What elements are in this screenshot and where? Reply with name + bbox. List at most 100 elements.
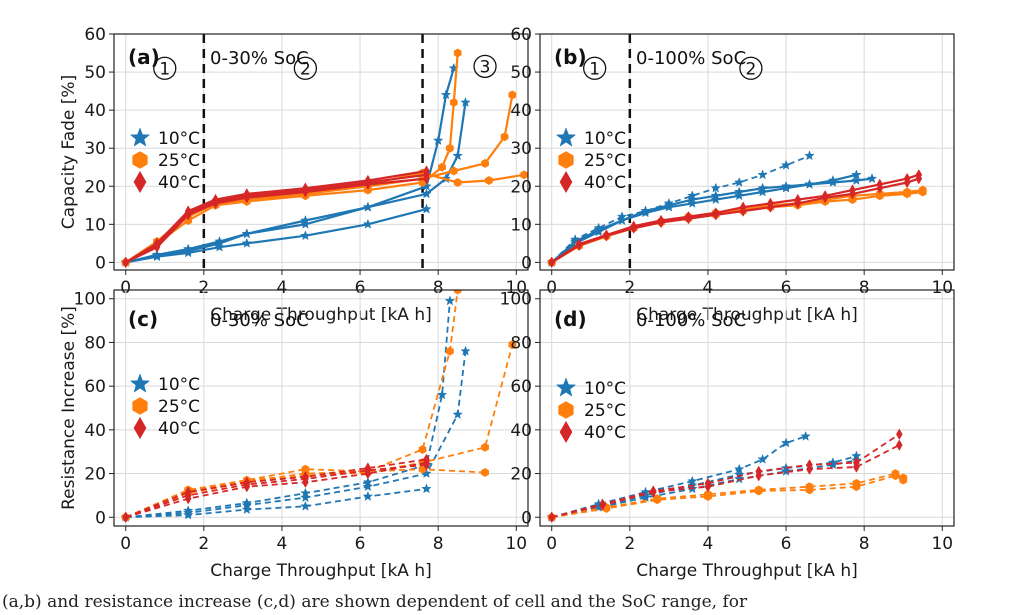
y-tick-label: 40: [84, 421, 106, 441]
x-tick-label: 8: [859, 534, 870, 554]
data-point: [755, 465, 762, 478]
data-point: [754, 485, 763, 495]
data-point: [449, 166, 458, 176]
data-point: [804, 150, 815, 161]
data-point: [440, 89, 452, 100]
data-point: [362, 201, 374, 212]
data-point: [453, 290, 462, 295]
y-tick-label: 60: [510, 25, 532, 45]
y-tick-label: 60: [510, 377, 532, 397]
y-tick-label: 10: [510, 215, 532, 235]
data-point: [767, 197, 774, 210]
data-point: [903, 187, 912, 197]
y-tick-label: 10: [84, 215, 106, 235]
x-tick-label: 4: [703, 534, 714, 554]
x-tick-label: 4: [703, 278, 714, 298]
data-point: [182, 509, 194, 520]
x-tick-label: 10: [931, 534, 953, 554]
legend-label: 40°C: [584, 423, 626, 443]
data-point: [418, 445, 427, 454]
y-tick-label: 60: [84, 377, 106, 397]
y-axis-label: Resistance Increase [%]: [59, 306, 79, 510]
series-line: [125, 488, 427, 519]
legend-label: 10°C: [158, 375, 200, 395]
data-point: [151, 251, 163, 262]
data-point: [640, 492, 651, 503]
data-point: [657, 214, 665, 227]
data-point: [780, 182, 792, 193]
data-point: [122, 511, 129, 524]
data-point: [704, 489, 712, 499]
data-point: [851, 174, 862, 185]
region-number: 2: [300, 59, 311, 79]
series-line: [125, 177, 427, 264]
panel-label: (c): [128, 307, 158, 331]
series-line: [551, 472, 904, 519]
y-tick-label: 30: [510, 139, 532, 159]
data-point: [508, 90, 517, 100]
y-axis-label: Capacity Fade [%]: [59, 75, 79, 229]
data-point: [300, 218, 311, 229]
series-line: [125, 351, 467, 519]
data-point: [241, 237, 253, 248]
legend-marker: [558, 401, 574, 419]
series-line: [125, 463, 427, 519]
data-point: [896, 428, 903, 441]
data-point: [616, 214, 628, 225]
x-tick-label: 2: [624, 278, 635, 298]
series-line: [551, 173, 857, 264]
y-tick-label: 100: [500, 290, 532, 310]
data-point: [302, 182, 309, 194]
data-point: [445, 143, 454, 153]
data-point: [364, 462, 372, 474]
x-tick-label: 0: [546, 278, 557, 298]
x-tick-label: 6: [781, 534, 792, 554]
series-line: [551, 474, 904, 519]
data-point: [804, 178, 815, 189]
data-point: [640, 207, 651, 218]
y-tick-label: 20: [510, 177, 532, 197]
data-point: [806, 459, 813, 471]
data-point: [903, 172, 911, 185]
series-line: [125, 461, 427, 519]
data-point: [593, 226, 604, 237]
data-point: [548, 256, 555, 269]
y-tick-label: 30: [84, 139, 106, 159]
x-tick-label: 6: [355, 534, 366, 554]
data-point: [733, 177, 745, 187]
series-line: [125, 300, 451, 519]
data-point: [853, 456, 860, 469]
data-point: [915, 169, 923, 181]
data-point: [757, 453, 768, 464]
data-point: [182, 247, 194, 258]
y-tick-label: 20: [84, 177, 106, 197]
x-axis-label: Charge Throughput [kA h]: [636, 561, 857, 581]
y-tick-label: 0: [521, 253, 532, 273]
legend-marker: [559, 170, 573, 194]
data-point: [184, 486, 192, 498]
data-point: [421, 483, 432, 494]
y-tick-label: 40: [510, 101, 532, 121]
region-number: 3: [480, 57, 491, 77]
series-line: [125, 290, 459, 519]
data-point: [685, 210, 692, 223]
data-point: [212, 193, 219, 206]
legend-marker: [555, 127, 577, 147]
legend-label: 40°C: [158, 419, 200, 439]
series-line: [551, 435, 806, 519]
data-point: [653, 494, 662, 504]
data-point: [821, 189, 829, 202]
data-point: [794, 193, 802, 206]
series-group: [120, 290, 517, 524]
data-point: [241, 228, 253, 239]
x-axis-label: Charge Throughput [kA h]: [210, 561, 431, 581]
data-point: [710, 194, 721, 205]
x-tick-label: 0: [120, 278, 131, 298]
data-point: [241, 504, 253, 515]
x-tick-label: 10: [931, 278, 953, 298]
legend-marker: [129, 127, 151, 147]
y-tick-label: 0: [521, 508, 532, 528]
x-axis-label: Charge Throughput [kA h]: [210, 305, 431, 325]
legend-label: 25°C: [158, 151, 200, 171]
